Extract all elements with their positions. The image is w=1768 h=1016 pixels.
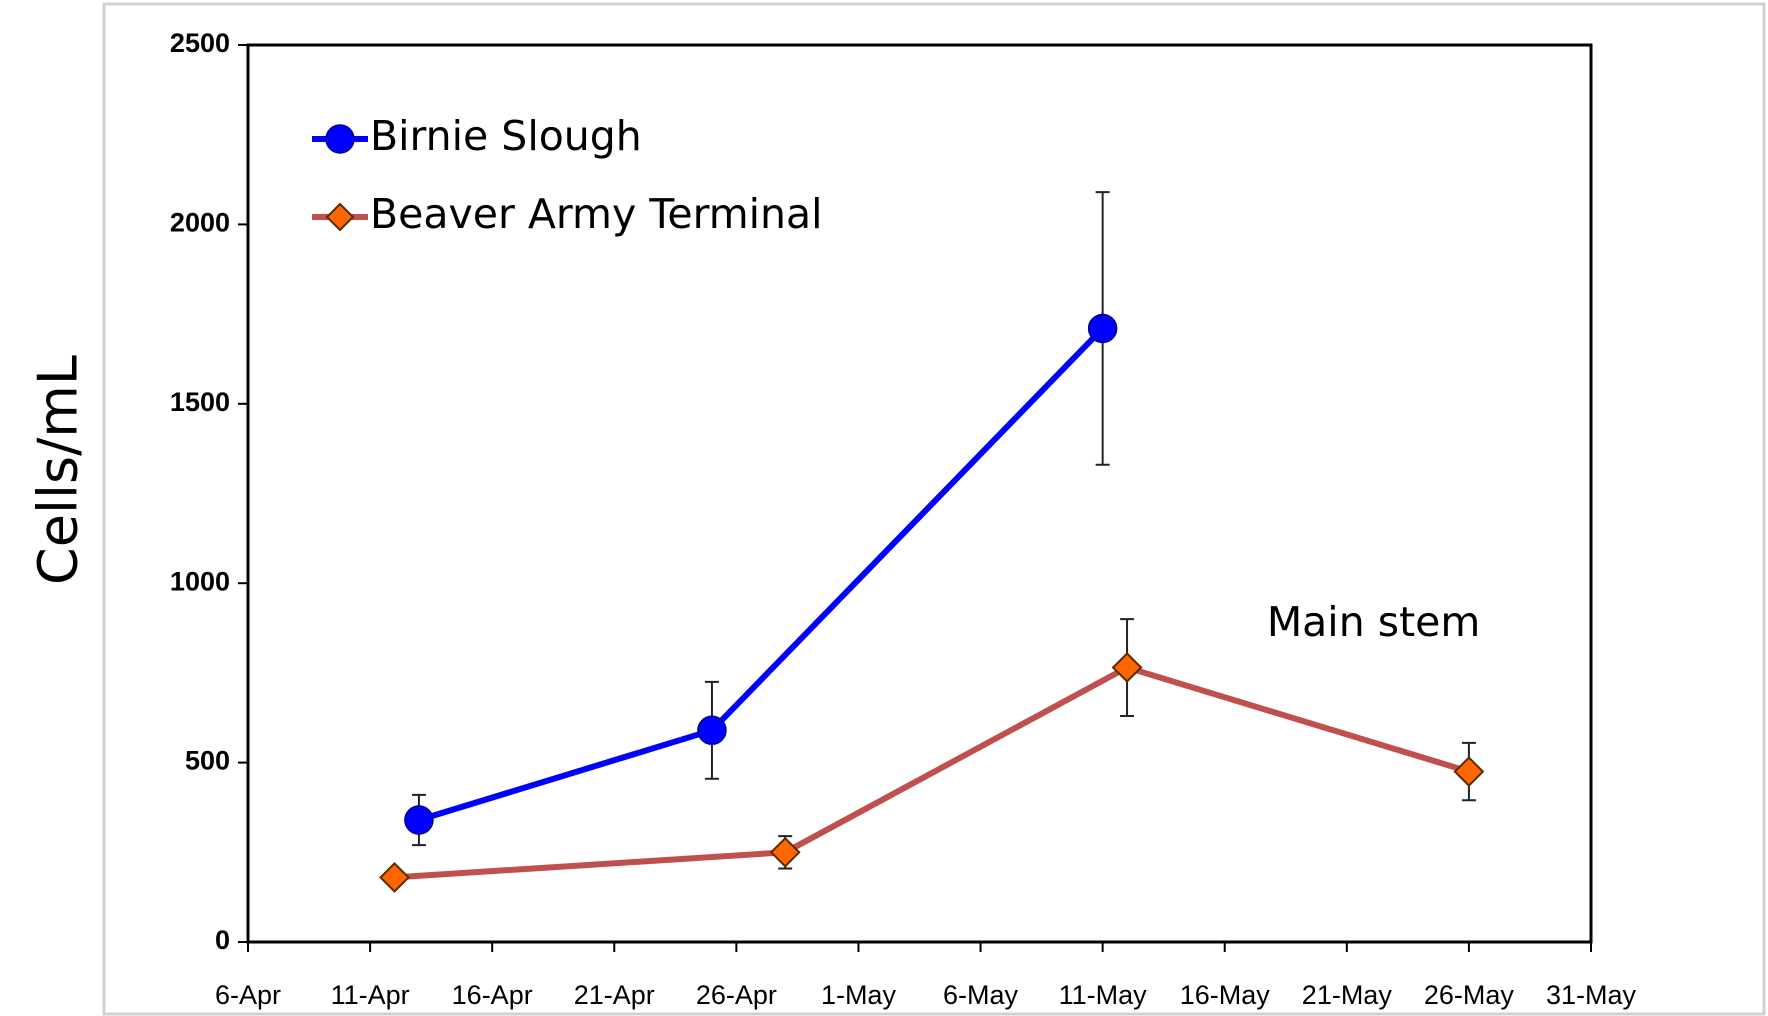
x-tick-label: 16-May — [1180, 980, 1271, 1010]
data-point — [404, 805, 434, 835]
x-tick-label: 11-May — [1059, 980, 1148, 1010]
x-tick-label: 21-Apr — [574, 980, 655, 1010]
x-tick-label: 6-Apr — [215, 980, 281, 1010]
x-tick-label: 16-Apr — [452, 980, 533, 1010]
series-line — [394, 664, 1470, 881]
x-tick-label: 26-May — [1424, 980, 1515, 1010]
data-point — [769, 836, 801, 868]
legend-label: Birnie Slough — [370, 112, 642, 160]
y-tick-label: 1500 — [170, 387, 230, 417]
legend-marker — [325, 124, 355, 154]
x-tick-label: 1-May — [821, 980, 897, 1010]
legend-marker — [325, 202, 355, 232]
x-tick-label: 31-May — [1546, 980, 1637, 1010]
x-tick-label: 11-Apr — [331, 980, 410, 1010]
data-point — [1111, 652, 1143, 683]
y-tick-label: 0 — [215, 925, 230, 955]
data-point — [1453, 756, 1485, 787]
frame — [102, 2, 1766, 1016]
series-line — [418, 326, 1105, 823]
annotation: Main stem — [1267, 598, 1481, 646]
x-tick-label: 6-May — [943, 980, 1019, 1010]
x-tick-label: 21-May — [1302, 980, 1393, 1010]
y-tick-label: 2500 — [170, 28, 230, 58]
legend-label: Beaver Army Terminal — [370, 190, 823, 238]
y-tick-label: 2000 — [170, 208, 230, 238]
data-point — [379, 862, 410, 893]
y-tick-label: 1000 — [170, 566, 230, 596]
data-point — [697, 715, 727, 746]
y-axis-label: Cells/mL — [27, 355, 90, 585]
x-tick-label: 26-Apr — [696, 980, 777, 1010]
y-tick-label: 500 — [185, 746, 230, 776]
data-point — [1087, 313, 1118, 344]
plot-area — [246, 43, 1593, 944]
